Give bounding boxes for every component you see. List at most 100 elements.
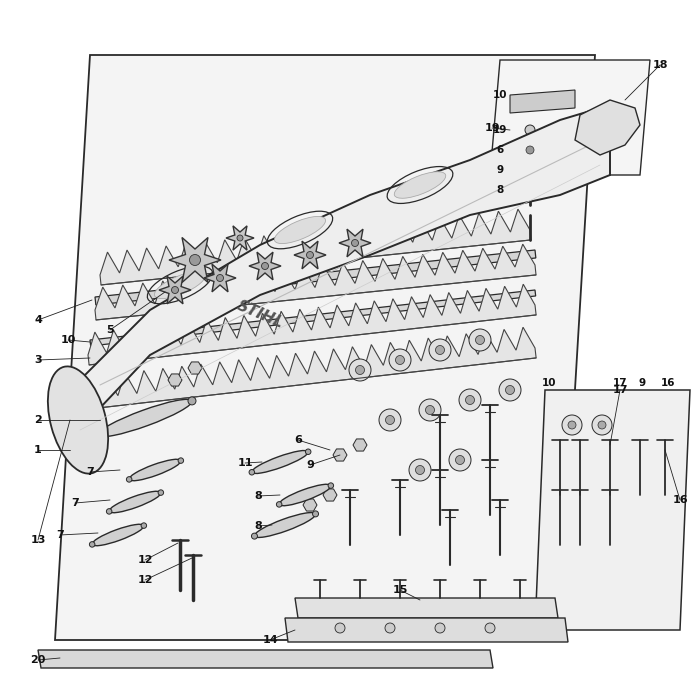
Ellipse shape: [92, 524, 144, 546]
Polygon shape: [294, 241, 326, 269]
Circle shape: [520, 140, 540, 160]
Circle shape: [190, 255, 200, 265]
Circle shape: [158, 490, 164, 496]
Text: 9: 9: [496, 165, 503, 175]
Text: 18: 18: [652, 60, 668, 70]
Text: 19: 19: [493, 125, 507, 135]
Text: 4: 4: [34, 315, 42, 325]
Circle shape: [216, 274, 223, 281]
Text: 12: 12: [137, 555, 153, 565]
Polygon shape: [95, 244, 536, 320]
Text: 9: 9: [638, 378, 645, 388]
Circle shape: [435, 346, 444, 354]
Circle shape: [389, 349, 411, 371]
Polygon shape: [353, 439, 367, 451]
Circle shape: [499, 379, 521, 401]
Ellipse shape: [48, 366, 108, 474]
Text: 17: 17: [612, 378, 627, 388]
Polygon shape: [510, 90, 575, 113]
Circle shape: [178, 458, 183, 463]
Text: 7: 7: [86, 467, 94, 477]
Circle shape: [328, 483, 334, 489]
Polygon shape: [95, 250, 536, 305]
Circle shape: [251, 533, 258, 539]
Ellipse shape: [129, 459, 181, 481]
Circle shape: [568, 421, 576, 429]
Polygon shape: [535, 390, 690, 630]
Circle shape: [335, 623, 345, 633]
Ellipse shape: [254, 512, 316, 538]
Circle shape: [526, 146, 534, 154]
Circle shape: [312, 511, 318, 517]
Polygon shape: [100, 209, 531, 285]
Text: 7: 7: [56, 530, 64, 540]
Circle shape: [419, 399, 441, 421]
Text: 8: 8: [496, 185, 503, 195]
Circle shape: [351, 239, 358, 246]
Circle shape: [307, 251, 314, 258]
Text: 12: 12: [137, 575, 153, 585]
Polygon shape: [80, 327, 536, 410]
Ellipse shape: [394, 172, 446, 198]
Circle shape: [409, 459, 431, 481]
Ellipse shape: [109, 491, 161, 512]
Circle shape: [249, 470, 255, 475]
Text: 16: 16: [661, 378, 676, 388]
Text: 10: 10: [542, 378, 557, 388]
Text: 6: 6: [294, 435, 302, 445]
Ellipse shape: [279, 484, 331, 505]
Circle shape: [505, 386, 514, 395]
Text: 15: 15: [392, 585, 407, 595]
Text: 6: 6: [496, 145, 503, 155]
Polygon shape: [38, 650, 493, 668]
Circle shape: [429, 339, 451, 361]
Text: 13: 13: [30, 535, 46, 545]
Text: 11: 11: [237, 458, 253, 468]
Circle shape: [525, 125, 535, 135]
Polygon shape: [226, 226, 254, 250]
Text: 1: 1: [34, 445, 42, 455]
Polygon shape: [188, 362, 202, 374]
Circle shape: [385, 623, 395, 633]
Circle shape: [106, 509, 112, 514]
Circle shape: [188, 397, 196, 405]
Circle shape: [435, 623, 445, 633]
Circle shape: [276, 502, 282, 508]
Polygon shape: [339, 229, 371, 257]
Circle shape: [562, 415, 582, 435]
Circle shape: [94, 431, 102, 439]
Circle shape: [469, 329, 491, 351]
Polygon shape: [90, 290, 536, 346]
Ellipse shape: [98, 399, 192, 437]
Ellipse shape: [155, 272, 206, 299]
Circle shape: [466, 395, 475, 405]
Circle shape: [475, 335, 484, 344]
Polygon shape: [285, 618, 568, 642]
Polygon shape: [575, 100, 640, 155]
Circle shape: [237, 235, 243, 241]
Text: 19: 19: [484, 123, 500, 133]
Polygon shape: [168, 374, 182, 386]
Circle shape: [90, 542, 95, 547]
Circle shape: [305, 449, 311, 454]
Polygon shape: [204, 264, 236, 292]
Polygon shape: [323, 489, 337, 501]
Text: 20: 20: [30, 655, 46, 665]
Polygon shape: [333, 449, 347, 461]
Text: 8: 8: [254, 491, 262, 501]
Polygon shape: [249, 252, 281, 280]
Circle shape: [426, 405, 435, 414]
Circle shape: [456, 456, 465, 465]
Circle shape: [386, 416, 395, 424]
Circle shape: [141, 523, 146, 528]
Polygon shape: [55, 55, 595, 640]
Polygon shape: [490, 60, 650, 175]
Circle shape: [262, 262, 269, 270]
Circle shape: [485, 623, 495, 633]
Text: 3: 3: [34, 355, 42, 365]
Polygon shape: [303, 499, 317, 511]
Text: 8: 8: [254, 521, 262, 531]
Text: 7: 7: [71, 498, 79, 508]
Ellipse shape: [252, 451, 308, 473]
Text: STIHL: STIHL: [234, 298, 286, 332]
